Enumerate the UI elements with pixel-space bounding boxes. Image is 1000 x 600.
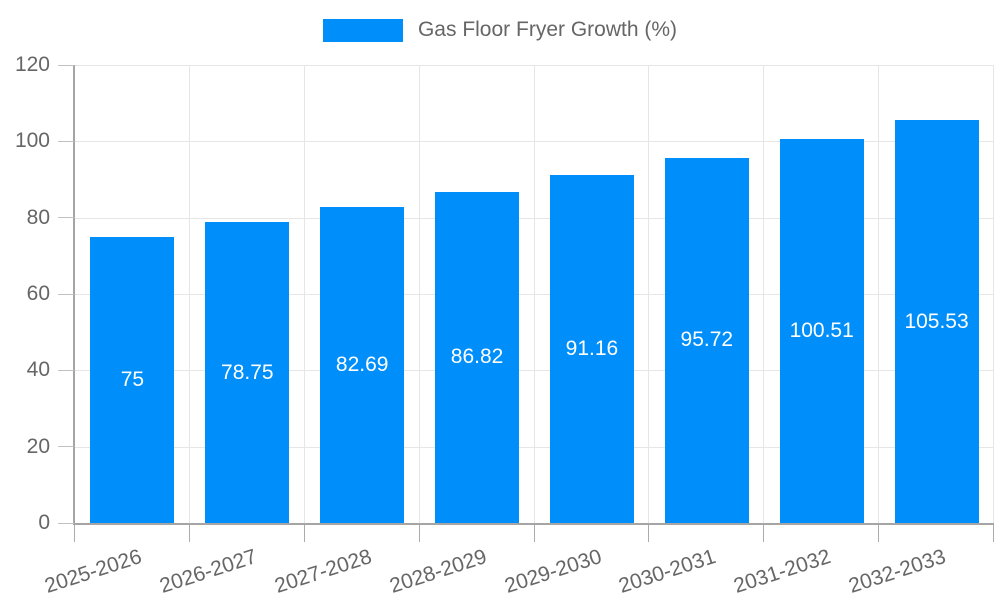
x-axis-tick xyxy=(648,525,650,542)
bar-value-label: 105.53 xyxy=(904,309,969,333)
y-axis-tick xyxy=(58,217,74,219)
bar-value-label: 78.75 xyxy=(221,360,274,384)
y-gridline xyxy=(75,141,994,143)
x-axis-tick xyxy=(188,525,190,542)
chart-bar-2026-2027[interactable] xyxy=(205,222,290,523)
y-tick-label: 100 xyxy=(14,129,50,153)
x-axis-tick xyxy=(993,525,994,542)
y-tick-label: 40 xyxy=(26,358,50,382)
x-axis-tick xyxy=(533,525,535,542)
y-axis-tick xyxy=(58,140,74,142)
x-tick-label: 2025-2026 xyxy=(41,545,145,598)
x-tick-label: 2032-2033 xyxy=(846,545,949,598)
x-tick-label: 2027-2028 xyxy=(271,545,375,598)
legend-swatch xyxy=(322,18,403,42)
x-tick-label: 2030-2031 xyxy=(616,545,719,598)
chart-bar-2025-2026[interactable] xyxy=(90,236,175,523)
chart-bar-2027-2028[interactable] xyxy=(320,207,405,523)
y-tick-label: 0 xyxy=(38,511,50,534)
y-axis-tick xyxy=(58,293,74,295)
x-axis-tick xyxy=(763,525,765,542)
bar-value-label: 91.16 xyxy=(565,337,619,361)
bar-value-label: 82.69 xyxy=(335,353,389,377)
x-gridline xyxy=(303,65,305,523)
bar-value-label: 75 xyxy=(120,367,145,391)
chart-bar-2031-2032[interactable] xyxy=(779,139,864,523)
y-gridline xyxy=(75,217,994,219)
y-tick-label: 20 xyxy=(26,434,50,458)
x-gridline xyxy=(188,65,190,523)
chart-bar-2028-2029[interactable] xyxy=(435,191,520,523)
y-gridline xyxy=(75,65,994,66)
x-tick-label: 2026-2027 xyxy=(156,545,260,598)
y-axis-tick xyxy=(58,522,74,524)
y-gridline xyxy=(75,446,994,448)
x-tick-label: 2029-2030 xyxy=(501,545,605,598)
x-gridline xyxy=(878,65,880,523)
x-gridline xyxy=(648,65,650,523)
y-axis-tick xyxy=(58,369,74,371)
y-gridline xyxy=(75,370,994,372)
y-gridline xyxy=(75,294,994,295)
x-axis-tick xyxy=(74,525,75,542)
y-tick-label: 120 xyxy=(14,53,50,76)
x-gridline xyxy=(418,65,420,523)
bar-value-label: 100.51 xyxy=(789,319,854,343)
y-tick-label: 60 xyxy=(26,282,50,305)
plot-area: 0 20 40 60 80 100 120 75 2025-2026 78.75 2026-2027… xyxy=(15,53,994,598)
x-gridline xyxy=(533,65,535,523)
x-tick-label: 2028-2029 xyxy=(386,545,490,598)
x-axis-tick xyxy=(878,525,880,542)
y-tick-label: 80 xyxy=(26,205,50,229)
legend-label: Gas Floor Fryer Growth (%) xyxy=(417,18,678,41)
chart-bar-2030-2031[interactable] xyxy=(664,157,749,523)
x-axis-tick xyxy=(418,525,420,542)
x-gridline xyxy=(993,65,994,523)
x-axis-tick xyxy=(303,525,305,542)
legend[interactable]: Gas Floor Fryer Growth (%) xyxy=(0,18,1000,42)
y-axis-tick xyxy=(58,64,74,66)
y-axis-tick xyxy=(58,446,74,448)
chart-bar-2029-2030[interactable] xyxy=(549,175,634,523)
bar-value-label: 86.82 xyxy=(450,345,504,369)
x-tick-label: 2031-2032 xyxy=(731,545,834,598)
bar-value-label: 95.72 xyxy=(680,328,734,352)
x-gridline xyxy=(763,65,765,523)
chart-bar-2032-2033[interactable] xyxy=(894,120,979,523)
